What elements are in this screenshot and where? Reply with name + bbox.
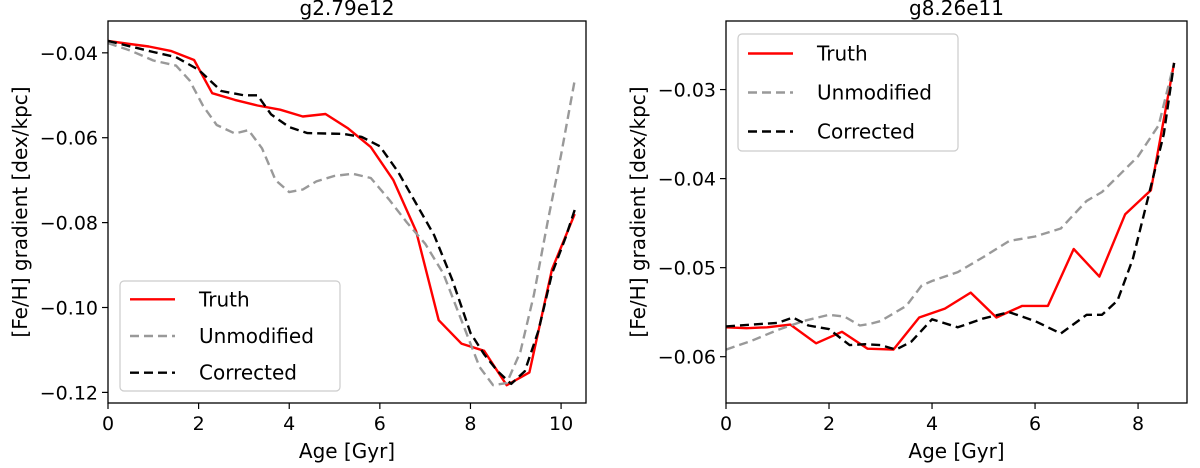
legend-label-corrected: Corrected: [199, 361, 297, 385]
chart-panel-1: 0 2 4 6 8 10 −0.12 −0.10 −0.08 −0.06 −0.04 g2.79e12…: [8, 0, 587, 463]
x-tick-label: 2: [193, 413, 205, 435]
y-tick-label: −0.06: [40, 128, 98, 150]
x-tick-label: 6: [374, 413, 386, 435]
y-tick-label: −0.10: [40, 298, 98, 320]
plot-frame: [725, 20, 1188, 404]
legend-box: [119, 280, 341, 392]
chart-title: g2.79e12: [300, 0, 395, 20]
y-tick-label: −0.03: [658, 80, 716, 102]
legend: Truth Unmodified Corrected: [119, 280, 341, 392]
x-tick-label: 4: [926, 413, 938, 435]
x-tick-label: 8: [464, 413, 476, 435]
plot-frame: [107, 20, 587, 404]
x-tick-label: 2: [823, 413, 835, 435]
legend-box: [737, 33, 959, 152]
legend-label-corrected: Corrected: [817, 120, 915, 144]
x-tick-label: 0: [102, 413, 114, 435]
x-axis-label: Age [Gyr]: [299, 439, 395, 463]
x-tick-label: 0: [720, 413, 732, 435]
series-line-truth: [726, 62, 1176, 351]
series-line-unmodified: [108, 41, 576, 387]
series-line-unmodified: [726, 62, 1176, 351]
legend-label-unmodified: Unmodified: [817, 81, 932, 105]
y-tick-label: −0.08: [40, 213, 98, 235]
y-tick-label: −0.04: [40, 43, 98, 65]
x-axis-label: Age [Gyr]: [908, 439, 1004, 463]
series-line-corrected: [726, 62, 1176, 351]
chart-title: g8.26e11: [909, 0, 1004, 20]
legend-label-unmodified: Unmodified: [199, 324, 314, 348]
y-axis-label: [Fe/H] gradient [dex/kpc]: [8, 86, 32, 337]
x-tick-label: 8: [1132, 413, 1144, 435]
y-tick-label: −0.06: [658, 347, 716, 369]
y-axis-label: [Fe/H] gradient [dex/kpc]: [626, 86, 650, 337]
x-tick-label: 6: [1029, 413, 1041, 435]
y-tick-label: −0.12: [40, 382, 98, 404]
legend: Truth Unmodified Corrected: [737, 33, 959, 152]
y-tick-label: −0.05: [658, 258, 716, 280]
legend-label-truth: Truth: [198, 287, 250, 311]
x-tick-label: 4: [283, 413, 295, 435]
legend-label-truth: Truth: [816, 42, 868, 66]
y-tick-label: −0.04: [658, 169, 716, 191]
x-tick-label: 10: [549, 413, 573, 435]
chart-panel-2: 0 2 4 6 8 −0.06 −0.05 −0.04 −0.03 g8.26e11 Age [Gy…: [626, 0, 1188, 463]
